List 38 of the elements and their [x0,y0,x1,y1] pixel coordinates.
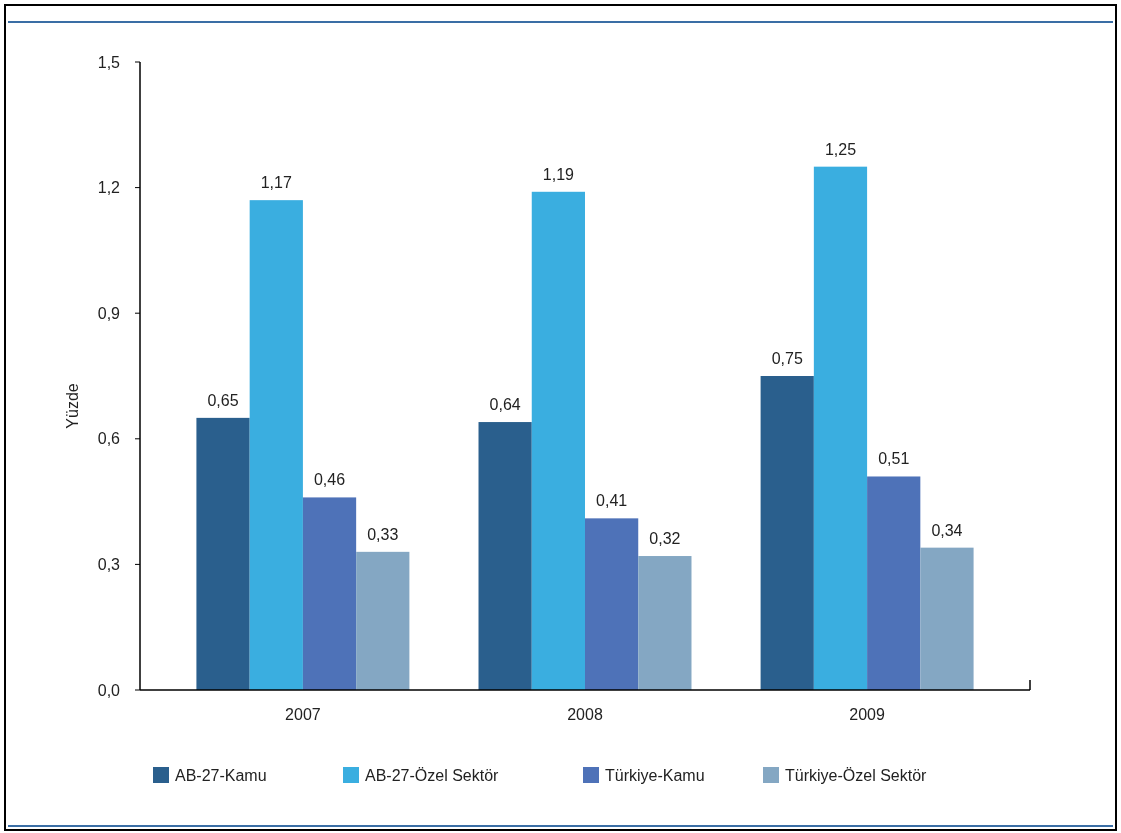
bar [302,497,357,690]
data-label: 0,33 [367,525,399,543]
data-label: 0,46 [313,471,346,489]
y-tick-label: 0,0 [97,681,121,699]
legend-label: Türkiye-Kamu [605,766,705,784]
bar [920,547,974,690]
x-tick-label: 2009 [849,706,885,723]
y-tick-label: 1,2 [97,179,121,197]
bar [478,422,532,690]
data-label: 0,75 [771,350,803,367]
legend-label: Türkiye-Özel Sektör [785,766,928,784]
data-label: 0,32 [649,530,681,548]
bar [813,166,868,690]
bar [760,376,814,690]
legend-label: AB-27-Kamu [175,766,267,784]
x-tick-label: 2007 [285,706,321,723]
x-tick-label: 2008 [567,706,603,723]
data-label: 0,64 [489,396,521,414]
data-label: 0,41 [596,492,628,510]
y-tick-label: 0,9 [97,304,121,322]
y-tick-label: 1,5 [97,53,121,71]
y-tick-label: 0,3 [97,556,121,573]
bar [585,518,639,690]
data-label: 1,17 [260,174,292,192]
bar [196,417,250,690]
legend-label: AB-27-Özel Sektör [365,766,500,784]
data-label: 1,19 [542,165,575,183]
bar [249,200,303,690]
y-tick-label: 0,6 [97,430,121,448]
bar [867,476,921,690]
data-label: 1,25 [824,140,857,158]
bar [638,556,692,690]
data-label: 0,34 [931,521,963,539]
bar [356,551,410,690]
data-label: 0,51 [878,450,910,468]
y-axis-title: Yüzde [64,383,81,429]
data-label: 0,65 [207,391,239,409]
bar [531,191,585,690]
